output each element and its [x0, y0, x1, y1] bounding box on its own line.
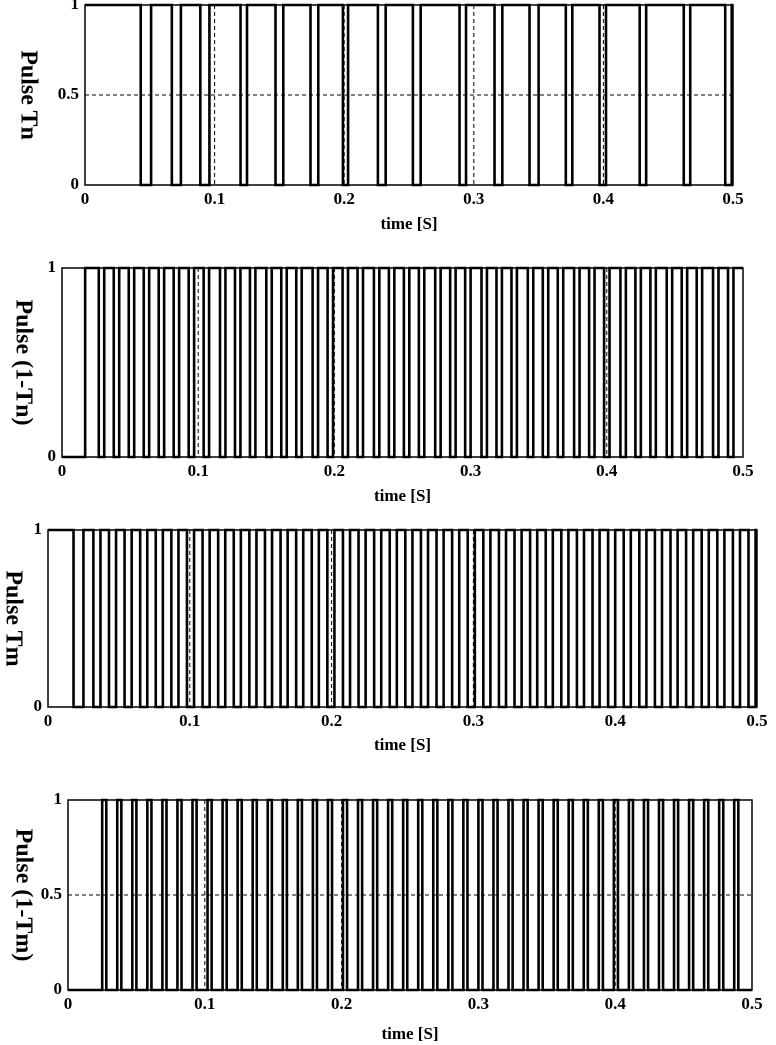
y-axis-label: Pulse Tm: [0, 570, 26, 666]
x-tick-label: 0.3: [460, 461, 481, 480]
x-axis-label: time [S]: [381, 1024, 438, 1043]
plot-frame: [61, 267, 744, 458]
panel: 0 0.1 0.2 0.3 0.4 0.5 0 0.5 1 time [S] Pulse (1-Tm…: [10, 789, 762, 1043]
y-tick-label: 1: [54, 789, 63, 808]
y-tick-label: 1: [48, 257, 57, 276]
y-axis-label: Pulse (1-Tn): [10, 300, 36, 426]
x-axis-label: time [S]: [380, 214, 437, 233]
x-tick-label: 0.4: [593, 189, 615, 208]
x-tick-label: 0.4: [605, 711, 627, 730]
x-tick-label: 0.5: [722, 189, 743, 208]
x-tick-label: 0.5: [741, 994, 762, 1013]
y-axis-label: Pulse (1-Tm): [10, 829, 36, 962]
x-tick-label: 0: [44, 711, 53, 730]
x-tick-label: 0.2: [324, 461, 345, 480]
plot-frame: [84, 4, 734, 186]
pulse-line: [62, 266, 743, 459]
x-tick-label: 0: [58, 461, 67, 480]
x-tick-label: 0.1: [204, 189, 225, 208]
x-tick-label: 0.2: [334, 189, 355, 208]
y-axis-label: Pulse Tn: [15, 50, 41, 140]
x-tick-label: 0.5: [746, 711, 767, 730]
x-axis-label: time [S]: [374, 735, 431, 754]
x-tick-label: 0.1: [179, 711, 200, 730]
y-tick-label: 1: [71, 0, 80, 13]
plot-frame: [67, 799, 753, 991]
plot-frame: [47, 529, 758, 708]
y-tick-label: 0.5: [58, 84, 79, 103]
x-tick-label: 0.2: [321, 711, 342, 730]
panel: 0 0.1 0.2 0.3 0.4 0.5 0 0.5 1 time [S] Pulse Tn: [15, 0, 743, 233]
y-tick-label: 0.5: [41, 884, 62, 903]
x-tick-label: 0: [64, 994, 73, 1013]
x-tick-label: 0.2: [331, 994, 352, 1013]
panel: 0 0.1 0.2 0.3 0.4 0.5 0 1 time [S] Pulse Tm: [0, 519, 767, 754]
pulse-line: [48, 528, 757, 709]
x-tick-label: 0: [81, 189, 90, 208]
x-tick-label: 0.1: [194, 994, 215, 1013]
y-tick-label: 0: [34, 696, 43, 715]
x-tick-label: 0.3: [463, 189, 484, 208]
x-tick-label: 0.1: [188, 461, 209, 480]
y-tick-label: 1: [34, 519, 43, 538]
panel: 0 0.1 0.2 0.3 0.4 0.5 0 1 time [S] Pulse (1-Tn): [10, 257, 753, 505]
x-axis-label: time [S]: [374, 486, 431, 505]
y-tick-label: 0: [71, 174, 80, 193]
x-tick-label: 0.3: [468, 994, 489, 1013]
x-tick-label: 0.5: [732, 461, 753, 480]
y-tick-label: 0: [48, 446, 57, 465]
x-tick-label: 0.4: [605, 994, 627, 1013]
x-tick-label: 0.4: [596, 461, 618, 480]
y-tick-label: 0: [54, 979, 63, 998]
x-tick-label: 0.3: [463, 711, 484, 730]
